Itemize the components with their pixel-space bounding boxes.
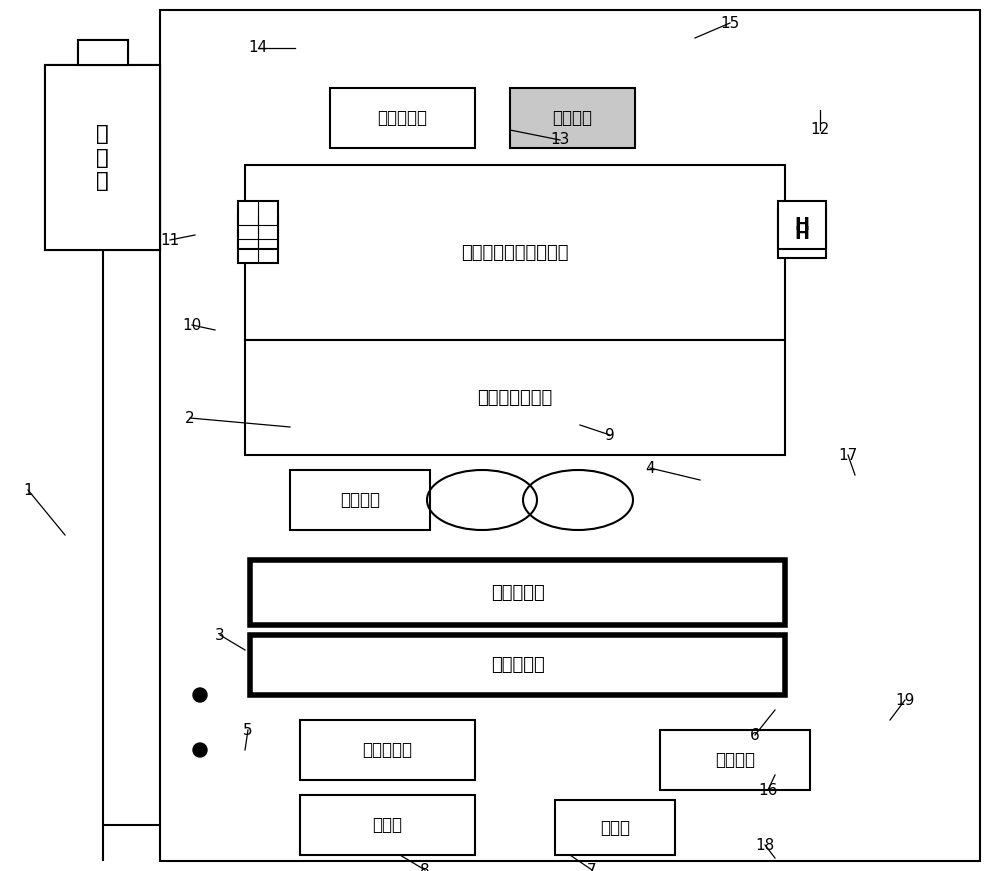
Bar [290, 470, 430, 530]
Text: 7: 7 [587, 862, 597, 871]
Text: 膨
胀
箱: 膨 胀 箱 [96, 125, 109, 191]
Text: 19: 19 [895, 692, 915, 707]
Bar [555, 800, 675, 855]
Bar [245, 340, 785, 455]
Text: 机械水泵: 机械水泵 [340, 491, 380, 509]
Bar [250, 560, 785, 625]
Text: 14: 14 [248, 40, 268, 56]
Text: 11: 11 [160, 233, 180, 247]
Text: 15: 15 [720, 16, 740, 30]
Bar [660, 730, 810, 790]
Text: 2: 2 [185, 410, 195, 426]
Text: 暖风芯体: 暖风芯体 [552, 109, 592, 127]
Text: H: H [794, 225, 810, 243]
Text: 18: 18 [755, 838, 775, 853]
Text: 电子水泵: 电子水泵 [715, 751, 755, 769]
Text: H: H [794, 216, 810, 234]
Text: 膨
胀
箱: 膨 胀 箱 [96, 125, 109, 191]
Bar [300, 720, 475, 780]
Text: 高温散热器: 高温散热器 [491, 584, 544, 602]
Text: 中冷器: 中冷器 [372, 816, 402, 834]
Text: 9: 9 [605, 428, 615, 442]
Text: 16: 16 [758, 782, 778, 798]
Bar [78, 40, 128, 65]
Text: 10: 10 [182, 318, 202, 333]
Text: 6: 6 [750, 727, 760, 742]
Text: 8: 8 [420, 862, 430, 871]
Text: 5: 5 [243, 723, 253, 738]
Text: 3: 3 [215, 627, 225, 643]
Bar [778, 201, 826, 249]
Text: 缸体与进气侧缸盖水道: 缸体与进气侧缸盖水道 [461, 244, 569, 261]
Text: 涡轮增压器: 涡轮增压器 [362, 741, 413, 759]
Text: 排气侧缸盖水道: 排气侧缸盖水道 [477, 388, 553, 407]
Bar [45, 65, 160, 250]
Text: 机油冷却器: 机油冷却器 [378, 109, 428, 127]
Bar [250, 635, 785, 695]
Text: 1: 1 [23, 483, 33, 497]
Bar [238, 215, 278, 263]
Bar [245, 165, 785, 340]
Circle shape [193, 743, 207, 757]
Text: 放气阀: 放气阀 [600, 819, 630, 836]
Bar [238, 201, 278, 249]
Bar [300, 795, 475, 855]
Bar [160, 10, 980, 861]
Text: 13: 13 [550, 132, 570, 147]
Bar [45, 65, 160, 250]
Text: 17: 17 [838, 448, 858, 463]
Circle shape [193, 688, 207, 702]
Bar [778, 210, 826, 258]
Text: 低温散热器: 低温散热器 [491, 656, 544, 674]
Bar [330, 88, 475, 148]
Bar [510, 88, 635, 148]
Bar [78, 40, 128, 65]
Text: 4: 4 [645, 461, 655, 476]
Text: 12: 12 [810, 123, 830, 138]
